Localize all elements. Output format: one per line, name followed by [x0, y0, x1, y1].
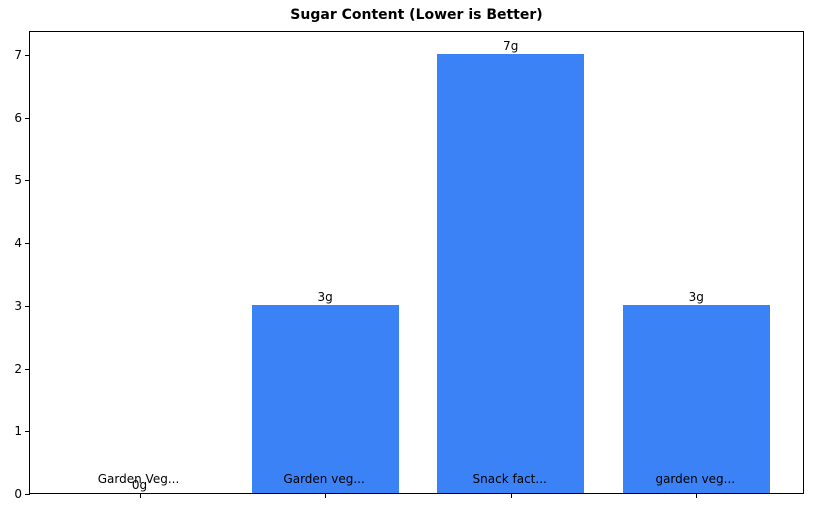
chart-title: Sugar Content (Lower is Better)	[290, 7, 543, 23]
y-tick-label: 1	[14, 424, 22, 439]
bar	[251, 304, 399, 493]
y-tick	[25, 305, 30, 307]
x-tick	[325, 493, 327, 498]
bar-value-label: 0g	[131, 478, 148, 492]
bar	[622, 304, 770, 493]
y-tick	[25, 180, 30, 182]
bar-value-label: 3g	[317, 289, 333, 304]
y-tick-label: 4	[14, 236, 22, 250]
y-tick	[25, 54, 30, 56]
x-tick	[696, 493, 698, 498]
bar	[437, 53, 585, 493]
y-tick-label: 7	[14, 47, 22, 62]
x-tick-label: Snack fact...	[472, 472, 547, 486]
bar-value-label: 3g	[688, 289, 704, 304]
x-tick	[139, 493, 141, 498]
y-tick	[25, 117, 30, 119]
plot-area: 0 1 2 3 4 5 6 7 0g 3g 7g 3g	[14, 31, 804, 501]
y-tick-label: 2	[14, 361, 22, 376]
x-tick-label: garden veg...	[655, 472, 736, 486]
y-tick-label: 5	[14, 173, 22, 188]
y-tick-label: 6	[14, 110, 22, 125]
x-tick	[510, 493, 512, 498]
y-tick	[25, 431, 30, 433]
x-tick-label: Garden Veg...	[97, 472, 180, 486]
x-tick-label: Garden veg...	[283, 472, 365, 486]
y-tick-label: 3	[14, 298, 22, 313]
y-tick-label: 0	[14, 487, 22, 501]
bar-value-label: 7g	[503, 38, 519, 53]
y-tick	[25, 494, 30, 495]
y-tick	[25, 243, 30, 244]
y-tick	[25, 368, 30, 370]
